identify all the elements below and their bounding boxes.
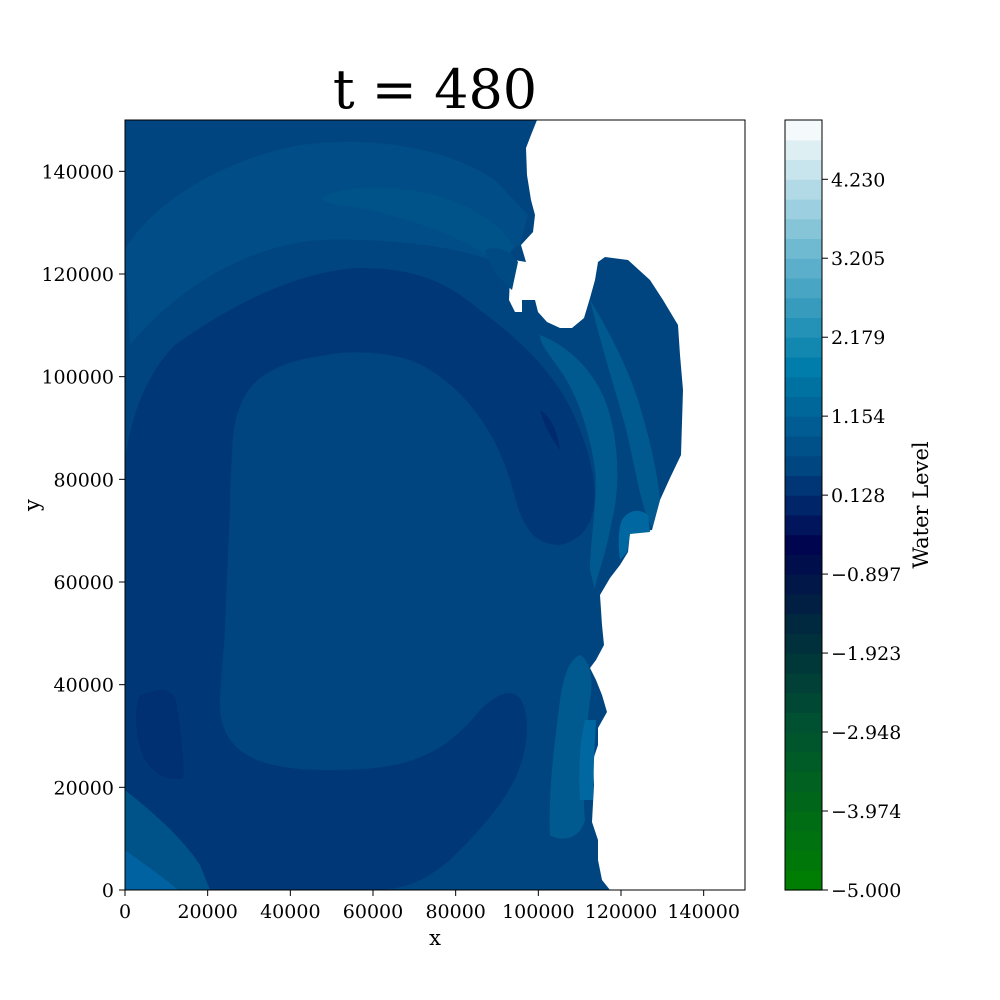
colorbar-tick-label: −5.000	[831, 880, 901, 902]
colorbar-band	[785, 396, 822, 417]
colorbar-tick-label: 3.205	[831, 248, 885, 270]
colorbar-band	[785, 811, 822, 832]
y-tick-label: 40000	[54, 675, 114, 697]
colorbar-tick-label: 1.154	[831, 406, 885, 428]
colorbar-band	[785, 534, 822, 555]
colorbar-band	[785, 317, 822, 338]
y-tick-label: 0	[102, 880, 114, 902]
chart-title: t = 480	[333, 58, 537, 121]
colorbar-tick-label: −3.974	[831, 801, 901, 823]
colorbar-band	[785, 475, 822, 496]
contour-low-pocket	[135, 690, 184, 780]
colorbar-band	[785, 554, 822, 575]
colorbar-band	[785, 120, 822, 141]
y-tick-label: 100000	[41, 367, 114, 389]
colorbar-band	[785, 356, 822, 378]
colorbar-band	[785, 139, 822, 161]
x-tick-label: 60000	[343, 901, 403, 923]
plot-area	[124, 119, 746, 891]
colorbar-band	[785, 593, 822, 615]
colorbar-band	[785, 870, 822, 891]
contour-coastal-band	[540, 335, 618, 590]
colorbar-band	[785, 633, 822, 654]
colorbar-band	[785, 692, 822, 713]
colorbar-band	[785, 514, 822, 536]
colorbar-band	[785, 791, 822, 812]
colorbar-band	[785, 198, 822, 220]
contour-shelf-patch	[618, 510, 650, 560]
colorbar-band	[785, 277, 822, 299]
x-axis-ticks: 0 20000 40000 60000 80000 100000 120000 140000	[119, 890, 740, 923]
colorbar-band	[785, 830, 822, 852]
contour-interior	[222, 355, 560, 710]
colorbar-band	[785, 771, 822, 792]
x-tick-label: 20000	[177, 901, 237, 923]
y-axis-ticks: 0 20000 40000 60000 80000 100000 120000 140000	[41, 161, 125, 902]
colorbar-band	[785, 495, 822, 516]
x-tick-label: 40000	[260, 901, 320, 923]
colorbar-band	[785, 416, 822, 437]
colorbar-tick-label: −1.923	[831, 643, 901, 665]
colorbar-tick-label: 0.128	[831, 485, 885, 507]
colorbar-tick-label: −2.948	[831, 722, 901, 744]
colorbar-band	[785, 297, 822, 319]
colorbar-band	[785, 850, 822, 871]
y-tick-label: 80000	[54, 469, 114, 491]
x-tick-label: 0	[119, 901, 131, 923]
x-tick-label: 140000	[667, 901, 740, 923]
colorbar-band	[785, 258, 822, 279]
colorbar-ticks: −5.000 −3.974 −2.948 −1.923 −0.897 0.128 1.154…	[822, 169, 901, 902]
plot-frame	[124, 119, 746, 891]
y-tick-label: 140000	[41, 161, 114, 183]
contour-field	[125, 120, 683, 890]
colorbar-band	[785, 159, 822, 180]
colorbar: −5.000 −3.974 −2.948 −1.923 −0.897 0.128 1.154…	[784, 119, 933, 902]
x-tick-label: 80000	[425, 901, 485, 923]
colorbar-band	[785, 179, 822, 200]
contour-upper-band	[125, 141, 528, 345]
colorbar-bands	[785, 120, 822, 891]
colorbar-band	[785, 238, 822, 259]
colorbar-band	[785, 574, 822, 595]
contour-outer-ring	[125, 268, 595, 890]
colorbar-band	[785, 712, 822, 733]
x-tick-label: 100000	[502, 901, 575, 923]
contour-southwest-core	[125, 850, 178, 890]
x-axis-label: x	[429, 926, 441, 950]
colorbar-band	[785, 455, 822, 476]
contour-upper-stream	[322, 187, 514, 265]
colorbar-tick-label: 2.179	[831, 327, 885, 349]
colorbar-label: Water Level	[909, 441, 933, 569]
y-tick-label: 60000	[54, 572, 114, 594]
colorbar-band	[785, 435, 822, 457]
colorbar-band	[785, 751, 822, 773]
colorbar-tick-label: −0.897	[831, 564, 901, 586]
y-tick-label: 20000	[54, 777, 114, 799]
colorbar-band	[785, 218, 822, 240]
contour-coastal-pocket	[540, 410, 560, 450]
y-tick-label: 120000	[41, 264, 114, 286]
contour-coastal-band-east	[590, 300, 660, 528]
colorbar-tick-label: 4.230	[831, 169, 885, 191]
colorbar-band	[785, 732, 822, 753]
colorbar-band	[785, 376, 822, 398]
y-axis-label: y	[20, 499, 44, 512]
colorbar-band	[785, 337, 822, 358]
contour-inlet-band	[485, 248, 518, 290]
colorbar-band	[785, 653, 822, 674]
colorbar-band	[785, 672, 822, 694]
x-tick-label: 120000	[585, 901, 658, 923]
contour-southwest-zone	[125, 790, 210, 890]
colorbar-band	[785, 613, 822, 634]
colorbar-frame	[784, 119, 823, 891]
contour-south-core	[579, 720, 596, 800]
